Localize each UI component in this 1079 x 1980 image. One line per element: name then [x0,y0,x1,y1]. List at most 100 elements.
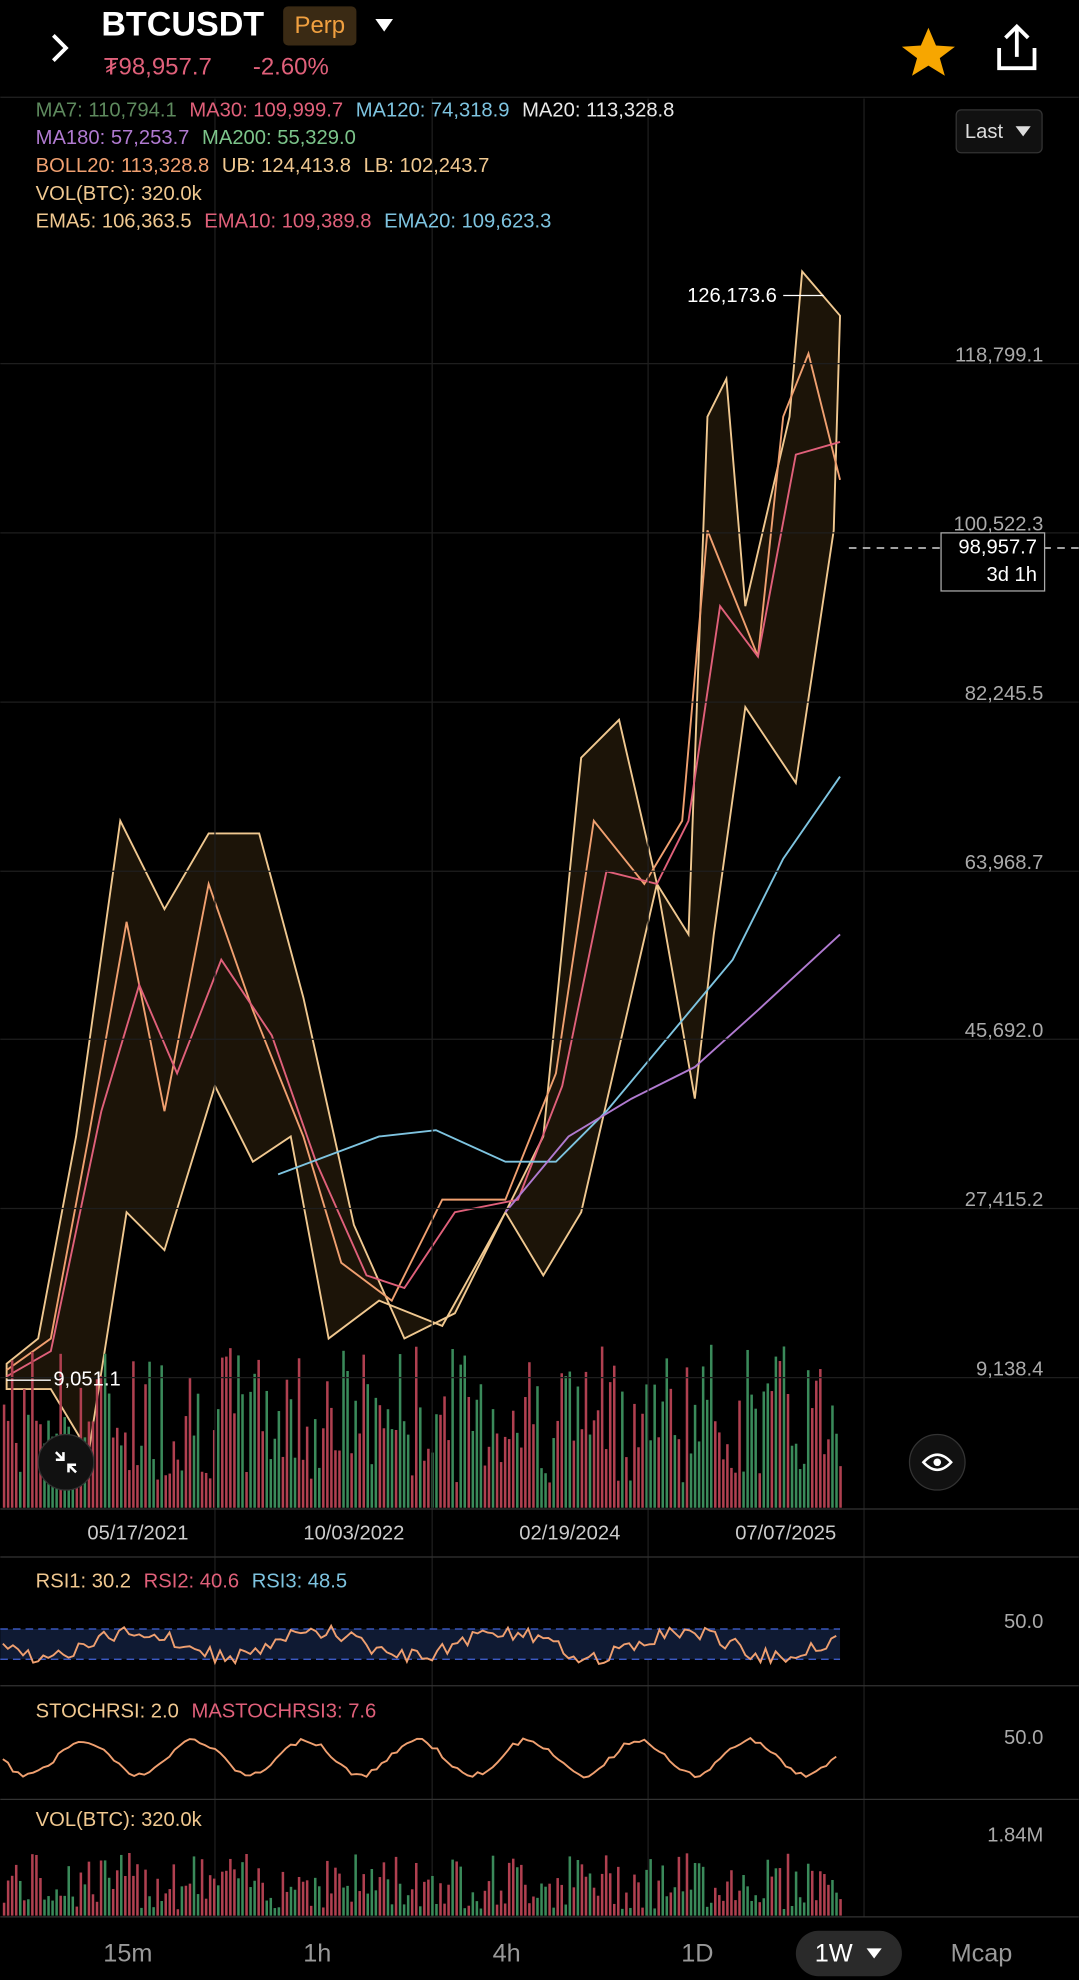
volume-bar [580,1429,584,1508]
volume-bar [358,1891,361,1916]
volume-bar [216,1885,220,1916]
volume-bar [115,1427,119,1508]
volume-bar [160,1901,163,1916]
volume-bar [677,1439,681,1508]
volume-bar [540,1468,543,1508]
volume-bar [225,1356,228,1508]
volume-bar [180,1886,184,1916]
volume-bar [810,1408,814,1508]
volume-bar [128,1852,131,1916]
volume-bar [685,1853,689,1916]
volume-bar [188,1377,192,1508]
volume-bar [378,1877,382,1916]
volume-bar [762,1391,766,1508]
volume-bar [815,1900,818,1916]
volume-bar [439,1414,442,1508]
tab[interactable]: 1W [815,1939,853,1967]
tab[interactable]: 1h [303,1939,331,1967]
volume-bar [536,1897,539,1916]
volume-bar [346,1370,349,1508]
symbol-dropdown[interactable] [375,18,394,32]
indicator-label: MA180: 57,253.7 [36,127,190,149]
volume-bar [334,1450,337,1508]
volume-bar [629,1907,632,1916]
volume-bar [350,1901,353,1916]
volume-bar [184,1885,188,1916]
stoch-label: MASTOCHRSI3: 7.6 [192,1701,377,1723]
volume-bar [823,1874,826,1916]
volume-bar [156,1878,159,1916]
collapse-button[interactable] [37,1433,95,1491]
volume-bar [386,1879,390,1916]
rsi-label: RSI1: 30.2 [36,1571,131,1593]
indicator-label: MA20: 113,328.8 [522,99,674,121]
volume-bar [410,1889,414,1916]
volume-bar [560,1884,563,1916]
tab[interactable]: 4h [493,1939,521,1967]
tab[interactable]: 15m [103,1939,152,1967]
back-button[interactable] [51,34,69,62]
stoch-axis-label: 50.0 [1004,1727,1043,1749]
favorite[interactable] [901,27,955,76]
volume-bar [338,1450,341,1508]
volume-bar [645,1384,648,1508]
ema-line [6,441,841,1378]
volume-bar [55,1889,58,1916]
volume-bar [168,1473,172,1508]
volume-bar [503,1903,507,1916]
date-label: 07/07/2025 [735,1523,836,1545]
rsi-label: RSI3: 48.5 [252,1571,347,1593]
volume-bar [120,1854,123,1916]
stoch-line [2,1736,837,1779]
date-label: 02/19/2024 [519,1523,620,1545]
volume-bar [802,1902,806,1916]
share[interactable] [997,23,1037,71]
volume-bar [322,1428,325,1508]
volume-bar [503,1436,507,1508]
symbol[interactable]: BTCUSDT [101,6,264,44]
volume-bar [103,1353,107,1508]
indicator-label: MA30: 109,999.7 [189,99,343,121]
volume-bar [459,1364,462,1508]
volume-bar [414,1346,418,1508]
price-type[interactable] [955,109,1043,154]
price-line [6,350,841,1371]
volume-bar [120,1445,123,1508]
volume-bar [831,1879,834,1916]
volume-bar [414,1863,418,1916]
volume-bar [63,1895,66,1916]
volume-bar [689,1889,693,1916]
volume-bar [370,1869,374,1916]
volume-bar [560,1373,563,1508]
volume-bar [564,1904,568,1916]
volume-bar [633,1403,636,1508]
volume-bar [305,1426,309,1508]
volume-bar [685,1367,689,1508]
volume-bar [649,1440,652,1508]
volume-bar [520,1447,523,1508]
current-price: 98,957.7 [958,536,1037,558]
volume-bar [237,1878,240,1916]
volume-bar [144,1384,147,1508]
volume-bar [2,1902,6,1916]
tab[interactable]: Mcap [951,1939,1013,1967]
volume-bar [544,1886,547,1916]
date-label: 05/17/2021 [87,1523,188,1545]
volume-bar [95,1379,99,1508]
volume-bar [277,1411,281,1508]
volume-bar [204,1472,208,1508]
volume-bar [229,1858,232,1916]
volume-bar [358,1433,361,1508]
tab[interactable]: 1D [681,1939,713,1967]
volume-bar [641,1413,644,1508]
volume-bar [148,1361,151,1508]
volume-bar [463,1355,467,1508]
price-type-text[interactable]: Last [965,121,1004,143]
low-label: 9,051.1 [53,1369,120,1391]
volume-bars [2,1344,842,1508]
volume-label: VOL(BTC): 320.0k [36,1809,203,1831]
volume-bar [289,1399,293,1508]
volume-bar [552,1438,555,1508]
volume-bar [584,1876,588,1916]
volume-bar [831,1405,834,1508]
